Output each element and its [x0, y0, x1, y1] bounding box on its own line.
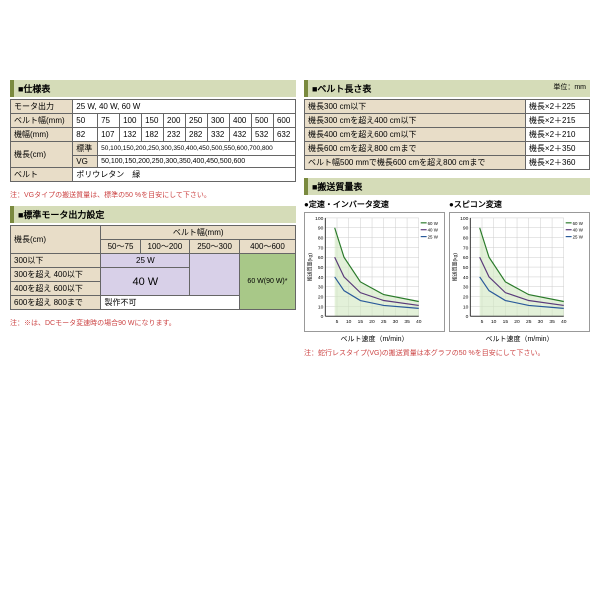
svg-text:60: 60: [463, 255, 469, 261]
svg-text:40 W: 40 W: [428, 228, 439, 233]
svg-text:80: 80: [318, 236, 324, 242]
length-table: 機長300 cm以下機長×2＋225機長300 cmを超え400 cm以下機長×…: [304, 99, 590, 170]
svg-text:90: 90: [463, 226, 469, 232]
spec-note: 注：VGタイプの搬送質量は、標準の50 %を目安にして下さい。: [10, 190, 296, 200]
charts-title: ■搬送質量表: [304, 178, 590, 195]
svg-text:40 W: 40 W: [573, 228, 584, 233]
svg-text:15: 15: [503, 319, 509, 325]
svg-text:40: 40: [463, 275, 469, 281]
svg-text:搬送質量(kg): 搬送質量(kg): [307, 253, 314, 281]
svg-text:35: 35: [549, 319, 555, 325]
motor-note: 注：※は、DCモータ変速時の場合90 Wになります。: [10, 318, 296, 328]
svg-text:25: 25: [526, 319, 532, 325]
svg-text:30: 30: [538, 319, 544, 325]
svg-text:40: 40: [416, 319, 422, 325]
svg-text:搬送質量(kg): 搬送質量(kg): [452, 253, 459, 281]
svg-text:80: 80: [463, 236, 469, 242]
svg-text:40: 40: [318, 275, 324, 281]
svg-text:30: 30: [393, 319, 399, 325]
svg-text:10: 10: [318, 304, 324, 310]
svg-text:90: 90: [318, 226, 324, 232]
spec-row-label: モータ出力: [11, 100, 73, 114]
chart2: 0 10 20 30 40 50 60 70 80 90 100 5 10 15 20 25 30 35 40 60 …: [449, 212, 590, 332]
svg-text:20: 20: [514, 319, 520, 325]
svg-text:70: 70: [463, 245, 469, 251]
svg-text:25: 25: [381, 319, 387, 325]
svg-text:30: 30: [318, 285, 324, 291]
chart2-title: ●スピコン変速: [449, 199, 590, 210]
spec-table: モータ出力25 W, 40 W, 60 W ベルト幅(mm)5075100150…: [10, 99, 296, 182]
svg-text:60 W: 60 W: [428, 221, 439, 226]
svg-text:0: 0: [321, 314, 324, 320]
svg-text:25 W: 25 W: [573, 235, 584, 240]
svg-text:20: 20: [463, 295, 469, 301]
charts-note: 注：蛇行レスタイプ(VG)の搬送質量は本グラフの50 %を目安にして下さい。: [304, 348, 590, 358]
motor-title: ■標準モータ出力設定: [10, 206, 296, 223]
svg-text:35: 35: [404, 319, 410, 325]
svg-text:20: 20: [318, 295, 324, 301]
svg-text:10: 10: [491, 319, 497, 325]
svg-text:20: 20: [369, 319, 375, 325]
motor-table: 機長(cm)ベルト幅(mm) 50～75100～200250～300400～60…: [10, 225, 296, 310]
chart1-title: ●定速・インバータ変速: [304, 199, 445, 210]
svg-text:30: 30: [463, 285, 469, 291]
length-title: ■ベルト長さ表単位：mm: [304, 80, 590, 97]
svg-text:100: 100: [460, 216, 468, 222]
svg-text:100: 100: [315, 216, 323, 222]
svg-text:50: 50: [463, 265, 469, 271]
svg-text:70: 70: [318, 245, 324, 251]
svg-text:40: 40: [561, 319, 567, 325]
svg-text:0: 0: [466, 314, 469, 320]
svg-text:5: 5: [336, 319, 339, 325]
svg-text:50: 50: [318, 265, 324, 271]
svg-text:25 W: 25 W: [428, 235, 439, 240]
chart1: 0 10 20 30 40 50 60 70 80 90 100 5 10 15 20 25 30 35 40 60 …: [304, 212, 445, 332]
svg-text:5: 5: [481, 319, 484, 325]
spec-title: ■仕様表: [10, 80, 296, 97]
svg-text:15: 15: [358, 319, 364, 325]
svg-text:10: 10: [463, 304, 469, 310]
svg-text:10: 10: [346, 319, 352, 325]
svg-text:60: 60: [318, 255, 324, 261]
svg-text:60 W: 60 W: [573, 221, 584, 226]
